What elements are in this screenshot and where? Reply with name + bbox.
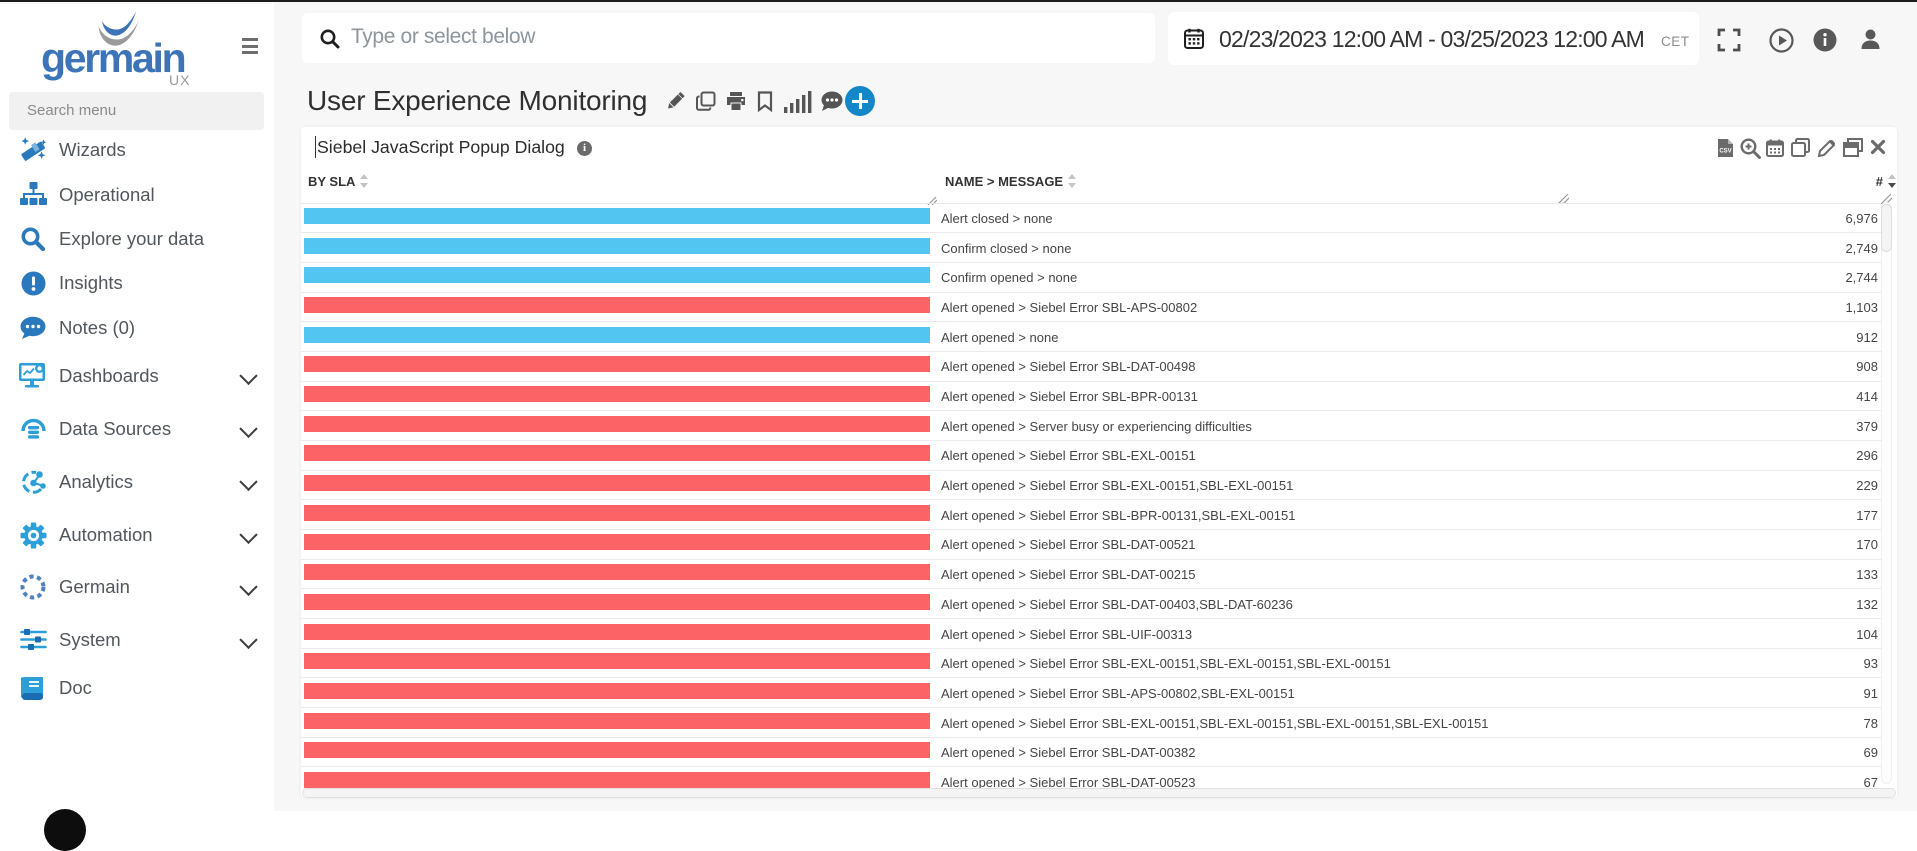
- svg-text:CSV: CSV: [1719, 149, 1731, 155]
